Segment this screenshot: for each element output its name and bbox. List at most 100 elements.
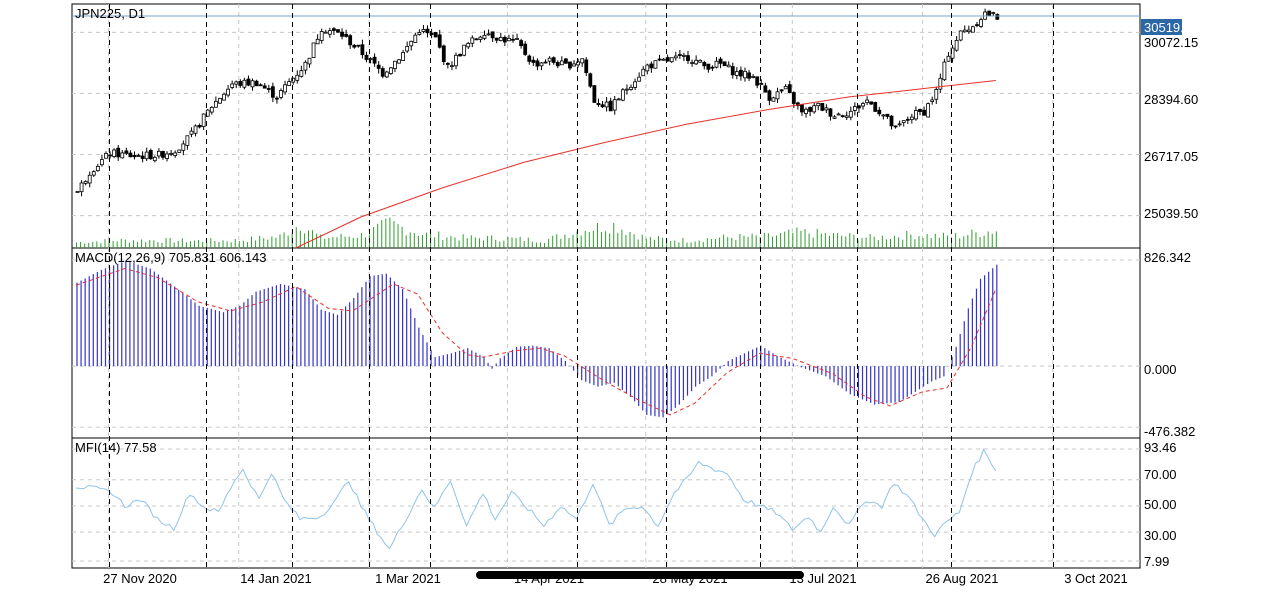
candle-body [511,38,515,41]
candle-body [173,152,178,156]
candle-body [669,57,674,63]
candle-body [767,90,772,101]
candle-body [295,74,300,81]
candle-body [934,89,939,100]
candle-body [507,37,511,42]
candle-body [747,72,751,79]
candle-body [388,67,393,74]
candle-body [161,151,165,158]
candle-body [401,52,406,61]
candle-body [629,86,633,90]
candle-body [771,97,776,102]
candle-body [246,78,251,86]
candle-body [311,42,316,58]
candle-body [698,59,703,63]
candle-body [682,54,686,57]
candle-body [930,99,935,102]
candle-body [360,44,365,56]
candle-body [250,80,255,88]
candle-body [181,143,186,151]
candle-body [433,32,438,38]
candle-body [87,174,92,184]
candle-body [901,120,906,123]
macd-axis: 826.342 0.000 -476.382 [1144,250,1195,439]
candle-body [185,135,190,146]
mfi-panel[interactable] [71,437,1141,569]
candle-body [470,37,475,44]
candle-body [824,107,829,111]
candle-body [592,85,597,103]
candle-body [730,66,735,76]
candle-body [645,64,650,72]
candle-body [909,116,914,121]
candle-body [437,34,442,48]
candle-body [718,58,723,64]
candle-body [873,101,878,112]
candle-body [722,61,727,67]
candle-body [808,107,812,112]
candle-body [649,63,654,69]
candle-body [466,43,471,48]
candle-body [848,110,853,118]
candle-body [144,151,149,160]
candle-body [169,152,174,155]
candle-body [209,106,214,113]
candle-body [759,82,764,85]
mfi-tick-label: 93.46 [1144,440,1177,455]
candle-body [291,77,296,83]
mfi-line [75,448,997,550]
mfi-tick-label: 7.99 [1144,554,1169,569]
candle-body [926,103,931,118]
candle-body [865,99,869,104]
candle-body [686,55,690,62]
price-tick-label: 25039.50 [1144,206,1198,221]
price-tick-label: 28394.60 [1144,92,1198,107]
candle-body [612,99,617,111]
candle-body [604,101,609,108]
candle-body [193,125,198,134]
candle-body [266,88,271,90]
candle-body [881,114,886,117]
candle-body [95,165,100,172]
candle-body [421,29,426,32]
candle-body [226,88,230,96]
candle-body [783,86,788,90]
candle-body [580,58,585,64]
candle-body [230,83,235,88]
candle-body [531,59,536,63]
candle-body [893,125,898,128]
candle-body [942,61,947,81]
candle-body [384,71,389,78]
candle-body [812,105,817,113]
candle-body [116,147,121,158]
time-tick-label: 27 Nov 2020 [103,571,177,586]
mfi-tick-label: 70.00 [1144,467,1177,482]
candle-body [677,54,682,56]
candle-body [763,85,768,93]
candle-body [201,113,206,127]
candle-body [739,69,743,77]
candle-body [755,76,760,86]
mfi-panel-title: MFI(14) 77.58 [75,440,157,455]
price-tick-label: 26717.05 [1144,149,1198,164]
candle-body [283,84,287,93]
home-indicator[interactable] [476,571,804,579]
candle-body [222,93,226,101]
mfi-axis: 93.46 70.00 50.00 30.00 7.99 [1144,440,1177,569]
candle-body [275,97,279,100]
candle-body [405,46,410,52]
candle-body [979,19,983,27]
candle-body [539,62,544,67]
candle-body [551,57,556,63]
candle-body [877,109,882,115]
time-tick-label: 26 Aug 2021 [925,571,998,586]
candle-body [515,38,519,40]
time-tick-label: 3 Oct 2021 [1064,571,1128,586]
candle-body [165,153,169,159]
candle-body [91,171,96,176]
candle-body [922,109,926,116]
price-panel-title: JPN225, D1 [75,6,145,21]
candle-body [79,182,84,193]
time-tick-label: 14 Jan 2021 [240,571,312,586]
